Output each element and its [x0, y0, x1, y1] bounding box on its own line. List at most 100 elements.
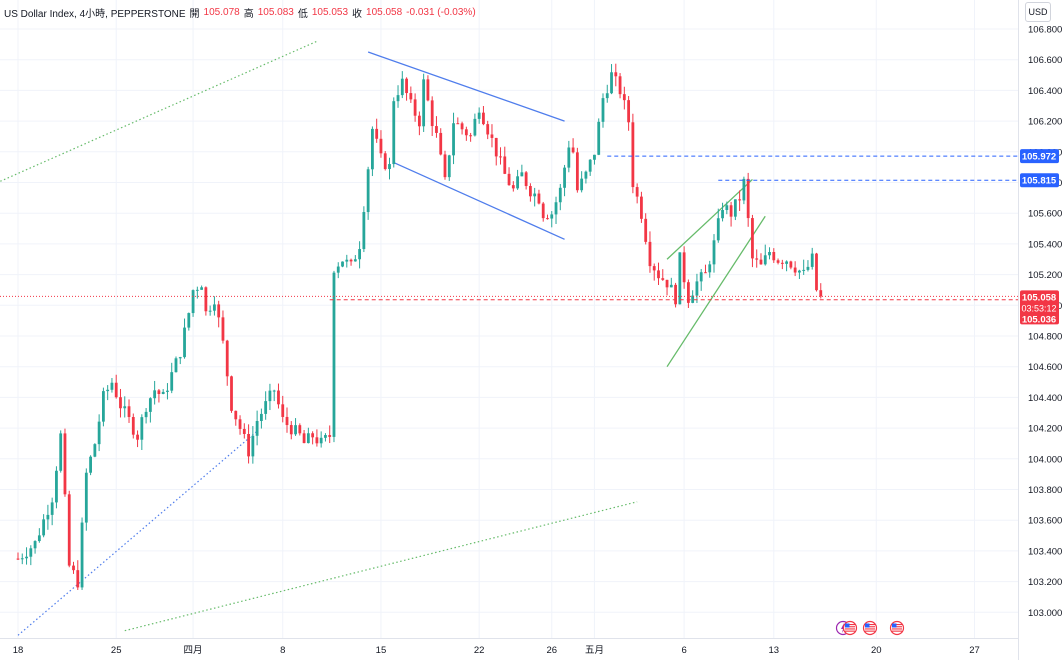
candle-body [482, 112, 485, 125]
candle-body [682, 252, 686, 283]
price-tag-level-mid-bg [1020, 173, 1059, 188]
candle-body [618, 76, 622, 95]
candle-body [447, 155, 451, 178]
open-value: 105.078 [203, 7, 240, 18]
candle-body [33, 541, 37, 549]
candle-body [533, 193, 537, 197]
candle-body [375, 128, 379, 139]
candle-body [59, 433, 63, 471]
candle-body [392, 101, 396, 165]
low-label: 低 [297, 9, 308, 20]
candle-body [742, 178, 746, 201]
us-flag-event-icon[interactable] [842, 620, 858, 636]
trendline [0, 40, 318, 183]
y-axis[interactable]: 106.800106.600106.400106.200106.000105.8… [1018, 0, 1063, 660]
flag-stripe [845, 626, 855, 628]
candle-body [426, 79, 430, 101]
candle-body [571, 147, 575, 153]
x-tick-label: 20 [871, 645, 882, 656]
candle-body [311, 433, 315, 438]
y-tick-label: 104.400 [1028, 393, 1062, 404]
high-value: 105.083 [257, 7, 294, 18]
candle-body [277, 390, 280, 405]
flag-canton [892, 623, 897, 628]
candle-body [247, 434, 250, 457]
candle-body [721, 210, 724, 219]
candle-body [695, 281, 699, 296]
candle-body [725, 205, 729, 211]
flag-stripe [892, 630, 902, 632]
us-flag-event-icon[interactable] [862, 620, 878, 636]
us-flag-event-icon[interactable] [889, 620, 905, 636]
candle-body [148, 398, 152, 412]
candle-body [601, 98, 605, 122]
candle-body [584, 171, 588, 179]
event-markers[interactable] [835, 620, 905, 636]
candle-body [358, 249, 361, 260]
candle-body [452, 123, 455, 156]
candle-body [469, 135, 473, 137]
flag-canton [845, 623, 850, 628]
event-circle [889, 620, 905, 636]
symbol-title[interactable]: US Dollar Index, 4小時, PEPPERSTONE [4, 9, 186, 20]
candle-body [294, 425, 297, 435]
candle-body [674, 284, 677, 305]
flag-stripe [865, 626, 875, 628]
y-tick-label: 104.600 [1028, 362, 1062, 373]
candle-body [456, 123, 460, 125]
price-tag-level-high[interactable]: 105.972 [1020, 149, 1059, 164]
candle-body [810, 253, 814, 267]
symbol-legend[interactable]: US Dollar Index, 4小時, PEPPERSTONE 開 105.… [4, 5, 476, 20]
candle-body [486, 124, 490, 135]
x-tick-label: 6 [681, 645, 686, 656]
price-tag-current: 105.058 [1022, 292, 1056, 303]
candle-body [238, 419, 242, 429]
trendline [666, 178, 753, 260]
x-axis[interactable]: 18 25 四月 8 15 22 26 五月 6 13 20 27 [0, 638, 1018, 657]
price-tag-level-high-bg [1020, 149, 1059, 164]
candle-body [716, 218, 720, 241]
candle-body [55, 470, 58, 503]
candle-body [793, 267, 797, 273]
candle-body [738, 199, 742, 201]
candle-body [161, 391, 165, 394]
grid [0, 0, 1018, 638]
candle-body [550, 214, 554, 219]
candle-body [460, 123, 464, 130]
candle-body [114, 382, 118, 398]
candle-body [285, 416, 289, 426]
y-tick-label: 106.600 [1028, 55, 1062, 66]
candle-body [567, 147, 571, 168]
candles [16, 63, 823, 590]
y-tick-label: 106.400 [1028, 86, 1062, 97]
candle-body [242, 428, 246, 435]
flag-stripe [865, 628, 875, 630]
candle-body [759, 259, 763, 265]
y-tick-label: 104.800 [1028, 332, 1062, 343]
candle-body [264, 401, 268, 414]
candle-body [494, 137, 498, 157]
candle-body [328, 435, 332, 437]
candle-body [516, 176, 519, 189]
trendline [124, 501, 638, 632]
price-tag-level-mid[interactable]: 105.815 [1020, 173, 1059, 188]
price-tag-bid: 105.036 [1022, 314, 1056, 325]
candle-body [708, 264, 712, 273]
candle-body [80, 522, 84, 588]
y-tick-label: 105.200 [1028, 270, 1062, 281]
candle-body [635, 187, 639, 197]
trendline [367, 51, 565, 122]
candle-body [67, 494, 71, 566]
candle-body [772, 252, 776, 261]
candle-body [802, 269, 806, 271]
candle-body [409, 93, 413, 100]
candle-body [678, 252, 682, 305]
currency-button[interactable]: USD [1025, 2, 1051, 22]
price-levels [0, 155, 1018, 301]
candle-body [153, 390, 157, 399]
candle-body [605, 93, 609, 99]
y-tick-label: 104.000 [1028, 454, 1062, 465]
